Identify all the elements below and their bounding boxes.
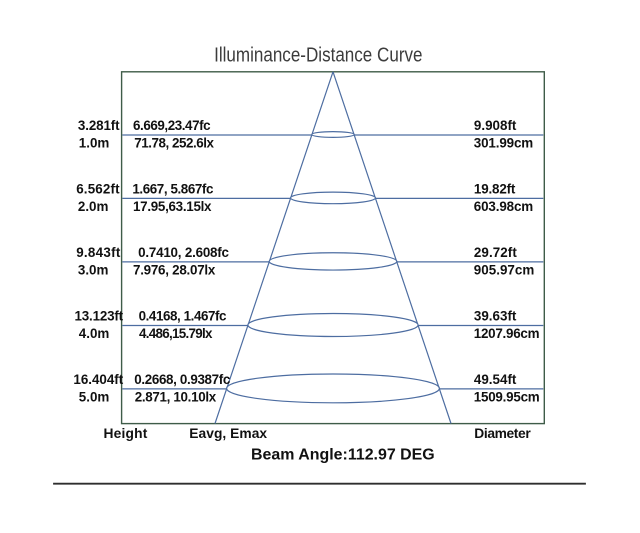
- svg-text:2.0m: 2.0m: [78, 199, 109, 214]
- svg-text:9.843ft: 9.843ft: [76, 245, 121, 260]
- svg-text:9.908ft: 9.908ft: [474, 118, 517, 133]
- svg-text:4.486,15.79lx: 4.486,15.79lx: [139, 326, 213, 341]
- svg-text:1509.95cm: 1509.95cm: [474, 389, 540, 404]
- svg-text:1.667, 5.867fc: 1.667, 5.867fc: [132, 182, 214, 197]
- svg-text:17.95,63.15lx: 17.95,63.15lx: [133, 199, 212, 214]
- svg-text:7.976, 28.07lx: 7.976, 28.07lx: [133, 262, 216, 277]
- svg-text:2.871, 10.10lx: 2.871, 10.10lx: [135, 389, 217, 404]
- svg-text:0.2668, 0.9387fc: 0.2668, 0.9387fc: [134, 372, 231, 387]
- svg-text:19.82ft: 19.82ft: [474, 182, 516, 197]
- svg-text:16.404ft: 16.404ft: [73, 372, 123, 387]
- svg-text:3.0m: 3.0m: [78, 262, 109, 277]
- svg-text:3.281ft: 3.281ft: [78, 118, 120, 133]
- svg-text:301.99cm: 301.99cm: [474, 136, 533, 151]
- svg-text:905.97cm: 905.97cm: [474, 262, 535, 277]
- svg-text:Illuminance-Distance Curve: Illuminance-Distance Curve: [214, 45, 422, 67]
- svg-text:5.0m: 5.0m: [79, 389, 110, 404]
- svg-text:Beam Angle:112.97 DEG: Beam Angle:112.97 DEG: [251, 447, 435, 464]
- svg-text:1.0m: 1.0m: [79, 136, 110, 151]
- svg-text:Height: Height: [104, 426, 148, 441]
- svg-text:6.562ft: 6.562ft: [76, 182, 120, 197]
- svg-text:1207.96cm: 1207.96cm: [474, 326, 540, 341]
- svg-text:Diameter: Diameter: [474, 426, 531, 441]
- svg-text:4.0m: 4.0m: [79, 326, 110, 341]
- svg-text:13.123ft: 13.123ft: [75, 309, 124, 324]
- svg-text:49.54ft: 49.54ft: [474, 372, 517, 387]
- svg-text:0.4168, 1.467fc: 0.4168, 1.467fc: [139, 309, 227, 324]
- svg-text:603.98cm: 603.98cm: [474, 199, 533, 214]
- svg-text:39.63ft: 39.63ft: [474, 309, 517, 324]
- svg-text:6.669,23.47fc: 6.669,23.47fc: [133, 118, 211, 133]
- svg-text:29.72ft: 29.72ft: [474, 245, 517, 260]
- svg-text:Eavg, Emax: Eavg, Emax: [189, 426, 267, 441]
- svg-text:71.78, 252.6lx: 71.78, 252.6lx: [134, 136, 214, 151]
- svg-text:0.7410, 2.608fc: 0.7410, 2.608fc: [138, 245, 229, 260]
